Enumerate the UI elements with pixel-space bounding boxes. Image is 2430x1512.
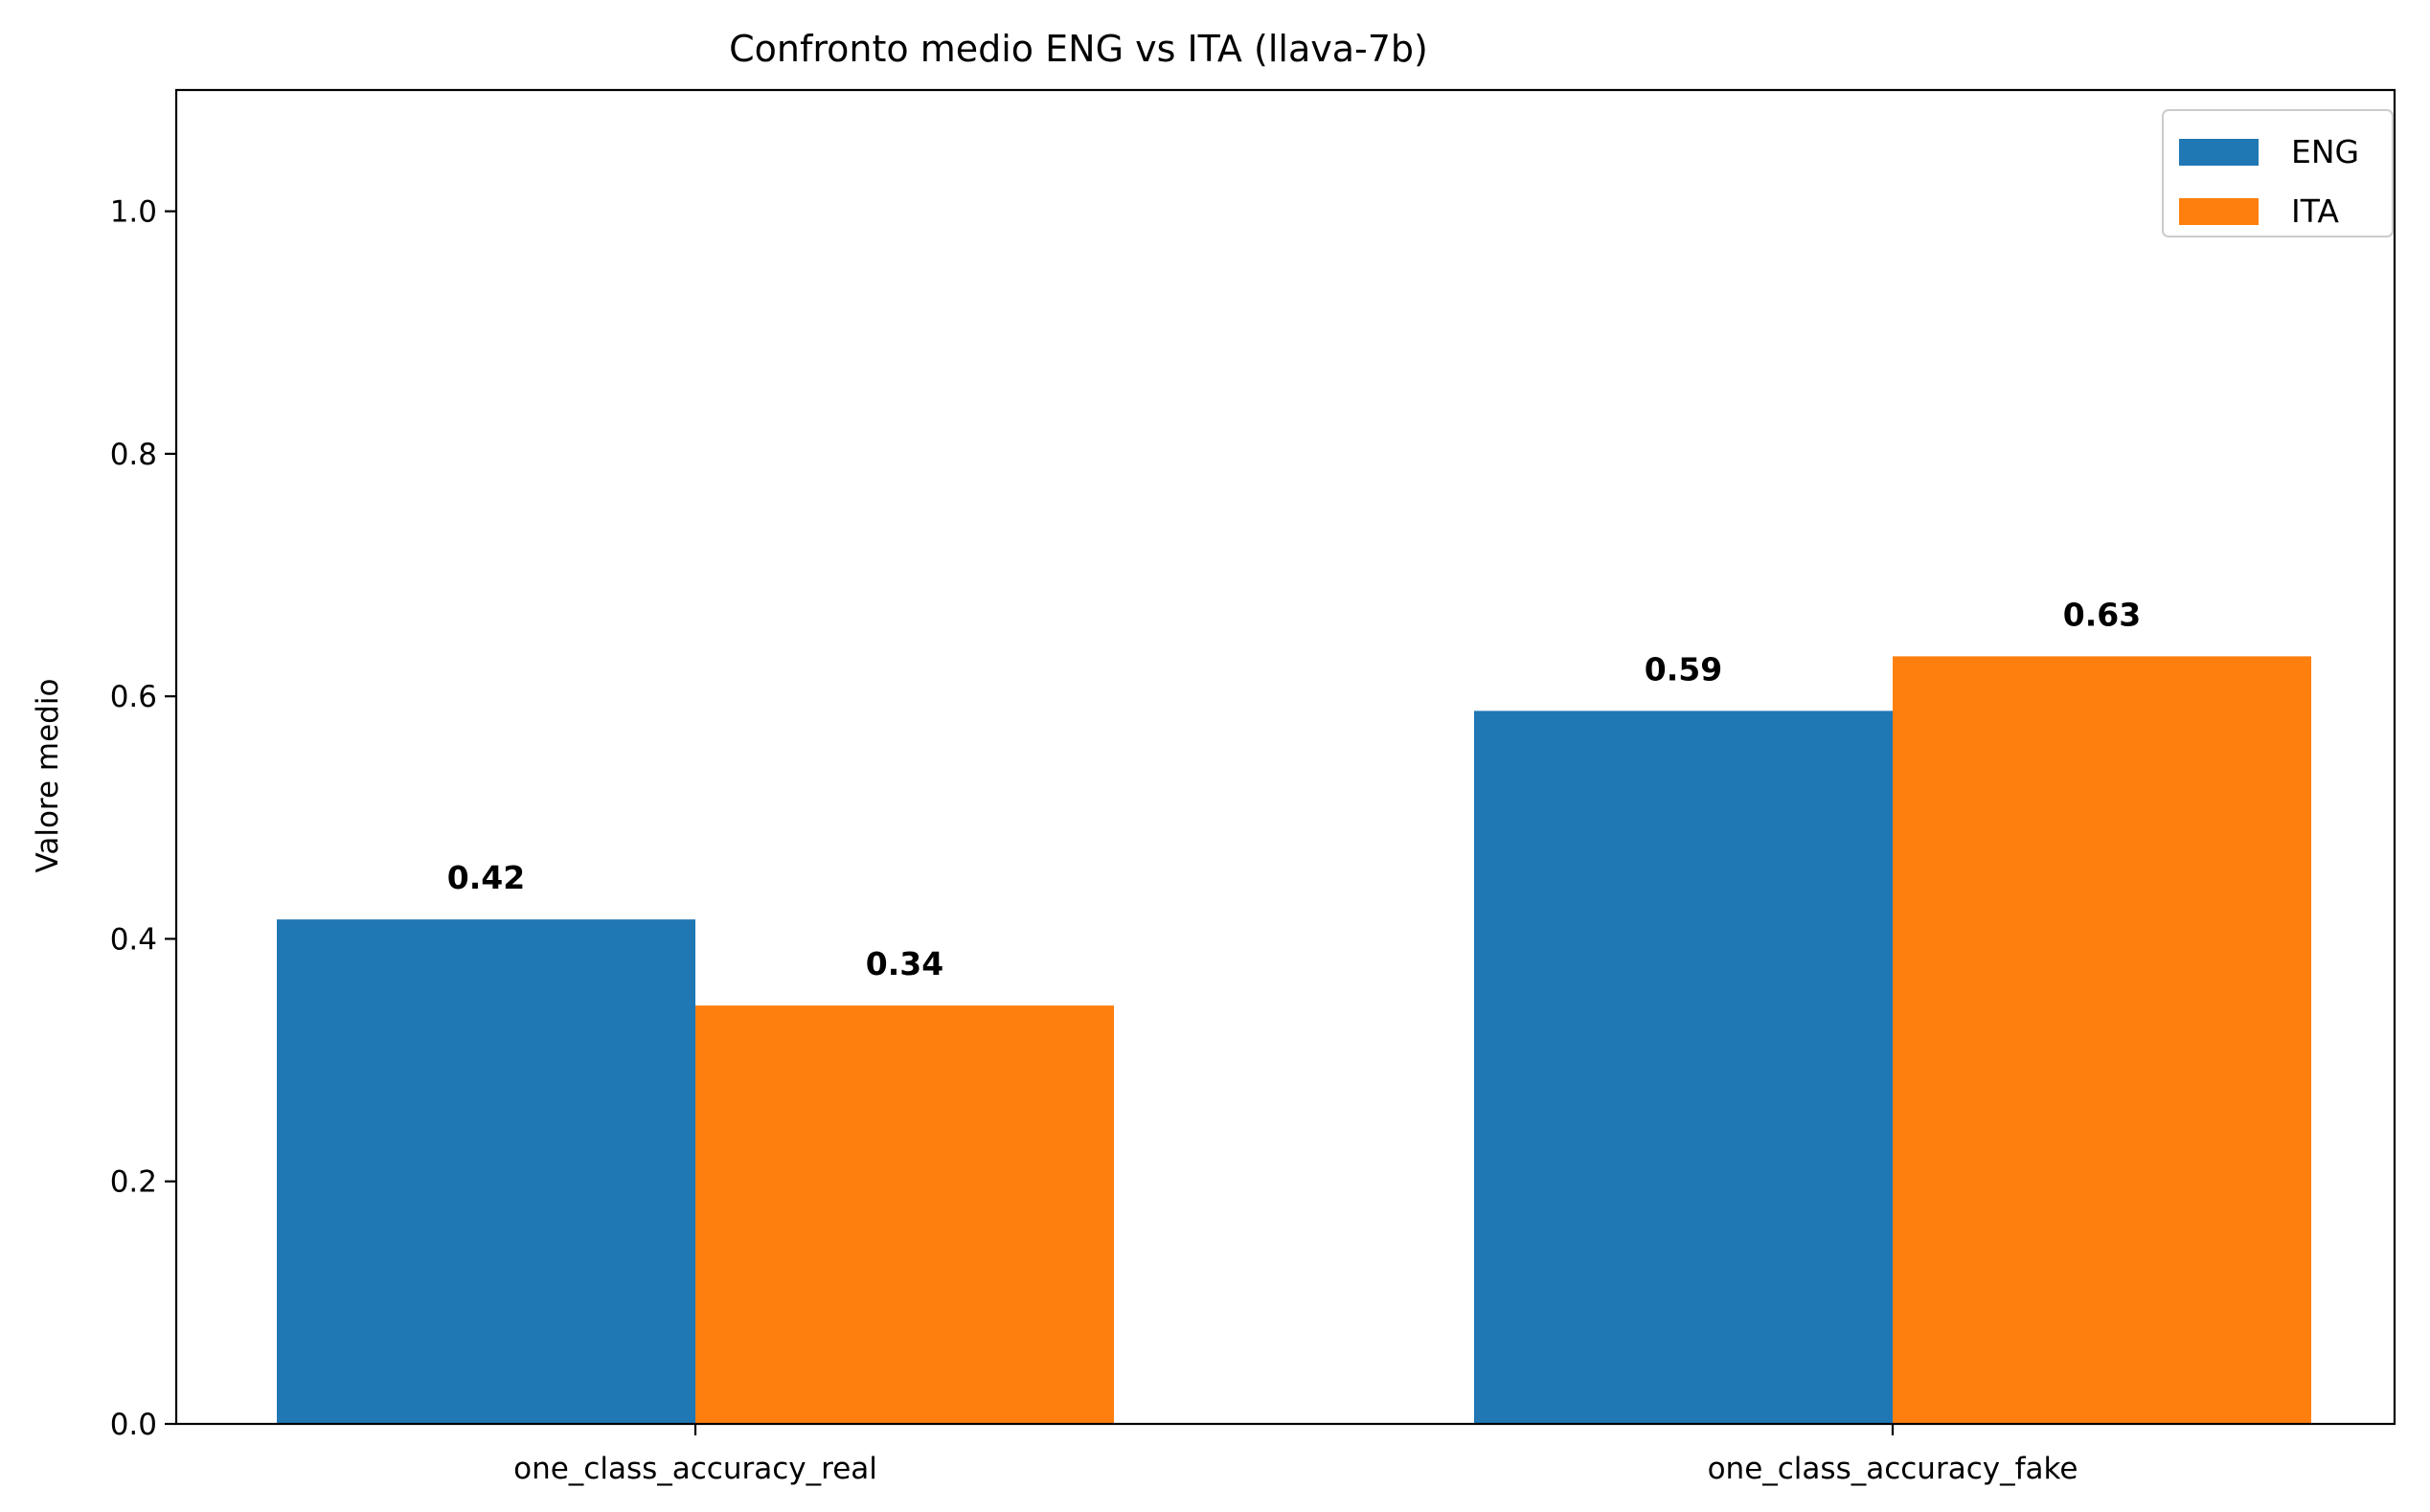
bar-ita (695, 1005, 1114, 1424)
bar-value-label: 0.63 (2063, 596, 2141, 633)
y-tick-label: 0.2 (110, 1165, 157, 1200)
legend-label-eng: ENG (2291, 133, 2359, 170)
y-axis-label: Valore medio (31, 679, 65, 873)
legend-swatch-ita (2179, 198, 2259, 225)
y-tick-label: 0.4 (110, 922, 157, 957)
plot-area: 0.0 0.2 0.4 0.6 0.8 1.0 one_class_accuracy_rea… (110, 195, 2311, 1486)
x-tick-label: one_class_accuracy_fake (1708, 1452, 2078, 1486)
bar-eng (277, 919, 695, 1424)
y-tick-label: 0.0 (110, 1408, 157, 1442)
x-tick-label: one_class_accuracy_real (513, 1452, 877, 1486)
y-tick-label: 0.8 (110, 438, 157, 472)
legend: ENG ITA (2162, 109, 2394, 237)
bar-ita (1893, 656, 2311, 1424)
chart-title: Confronto medio ENG vs ITA (llava-7b) (729, 28, 1428, 70)
bar-value-label: 0.59 (1645, 650, 1722, 688)
plot-frame (174, 88, 2396, 1426)
legend-swatch-eng (2179, 139, 2259, 166)
bar-value-label: 0.34 (866, 945, 943, 982)
bar-eng (1474, 711, 1893, 1424)
y-tick-label: 0.6 (110, 680, 157, 714)
y-tick-label: 1.0 (110, 195, 157, 230)
bar-value-label: 0.42 (447, 859, 525, 896)
legend-label-ita: ITA (2291, 192, 2339, 230)
